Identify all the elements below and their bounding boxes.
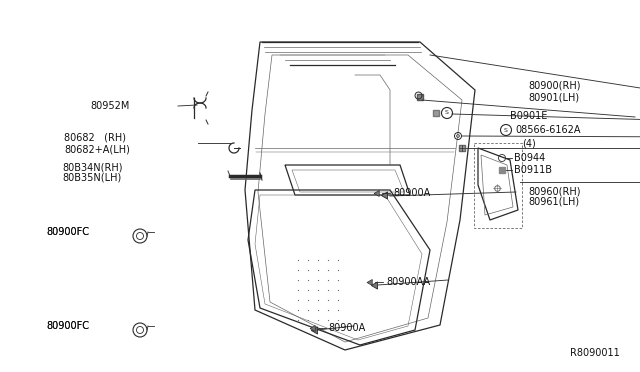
- Text: 80B35N(LH): 80B35N(LH): [62, 173, 121, 183]
- Text: 80900(RH): 80900(RH): [528, 81, 580, 91]
- Text: (4): (4): [522, 138, 536, 148]
- Text: 80900FC: 80900FC: [46, 321, 89, 331]
- Text: B0911B: B0911B: [514, 165, 552, 175]
- Text: 80900A: 80900A: [393, 188, 430, 198]
- Text: 80901(LH): 80901(LH): [528, 92, 579, 102]
- Text: 80B34N(RH): 80B34N(RH): [62, 163, 122, 173]
- Text: 08566-6162A: 08566-6162A: [515, 125, 580, 135]
- Text: 80900A: 80900A: [328, 323, 365, 333]
- Text: B0901E: B0901E: [510, 111, 547, 121]
- Text: 80900FC: 80900FC: [46, 227, 89, 237]
- Text: 80682+A(LH): 80682+A(LH): [64, 145, 130, 155]
- Text: 80952M: 80952M: [90, 101, 129, 111]
- Text: 80961(LH): 80961(LH): [528, 197, 579, 207]
- Text: R8090011: R8090011: [570, 348, 620, 358]
- Text: B0944: B0944: [514, 153, 545, 163]
- Circle shape: [456, 135, 460, 138]
- Text: 80900AA: 80900AA: [386, 277, 430, 287]
- Text: 80682   (RH): 80682 (RH): [64, 133, 126, 143]
- Text: 80960(RH): 80960(RH): [528, 187, 580, 197]
- Text: S: S: [504, 128, 508, 132]
- Text: 80900FC: 80900FC: [46, 321, 89, 331]
- Text: 80900FC: 80900FC: [46, 227, 89, 237]
- Text: S: S: [445, 110, 449, 115]
